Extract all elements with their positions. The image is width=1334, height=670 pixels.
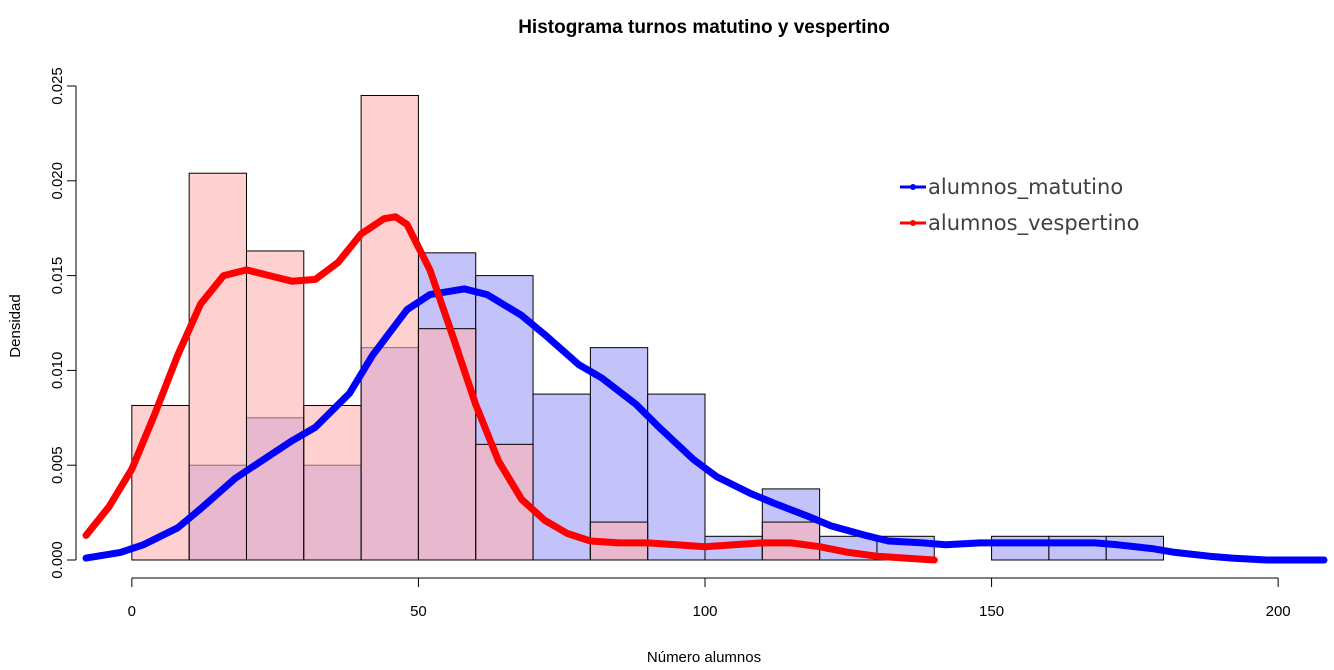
x-tick-label: 100: [692, 603, 717, 620]
bar-alumnos-vespertino-2: [245, 250, 305, 561]
y-tick-label: 0.010: [49, 352, 66, 390]
legend-label-alumnos-matutino: alumnos_matutino: [928, 175, 1123, 200]
y-axis-label: Densidad: [7, 294, 24, 357]
x-tick-label: 200: [1266, 603, 1291, 620]
x-tick-label: 50: [410, 603, 427, 620]
legend-label-alumnos-vespertino: alumnos_vespertino: [928, 211, 1139, 236]
bar-alumnos-vespertino-1: [188, 172, 247, 561]
y-tick-label: 0.005: [49, 446, 66, 484]
bar-alumnos-matutino-8: [647, 393, 706, 561]
chart-title: Histograma turnos matutino y vespertino: [518, 17, 890, 38]
x-tick-label: 150: [979, 603, 1004, 620]
density-curve-alumnos-vespertino: [82, 213, 938, 564]
y-tick-label: 0.020: [49, 162, 66, 200]
bar-alumnos-vespertino-5: [417, 328, 477, 561]
legend: alumnos_matutino alumnos_vespertino: [900, 175, 1139, 236]
y-tick-label: 0.000: [49, 541, 66, 579]
y-tick-label: 0.025: [49, 67, 66, 105]
legend-marker-alumnos-matutino: [910, 184, 916, 190]
y-tick-label: 0.015: [49, 257, 66, 295]
x-axis: 0 50 100 150 200: [128, 577, 1291, 620]
density-curves: [82, 213, 1328, 564]
x-tick-label: 0: [128, 603, 136, 620]
density-curve-alumnos-matutino: [82, 285, 1328, 564]
x-axis-label: Número alumnos: [647, 649, 761, 666]
legend-marker-alumnos-vespertino: [910, 220, 916, 226]
bar-alumnos-matutino-6: [532, 393, 591, 561]
y-axis: 0.000 0.005 0.010 0.015 0.020 0.025: [49, 67, 77, 579]
